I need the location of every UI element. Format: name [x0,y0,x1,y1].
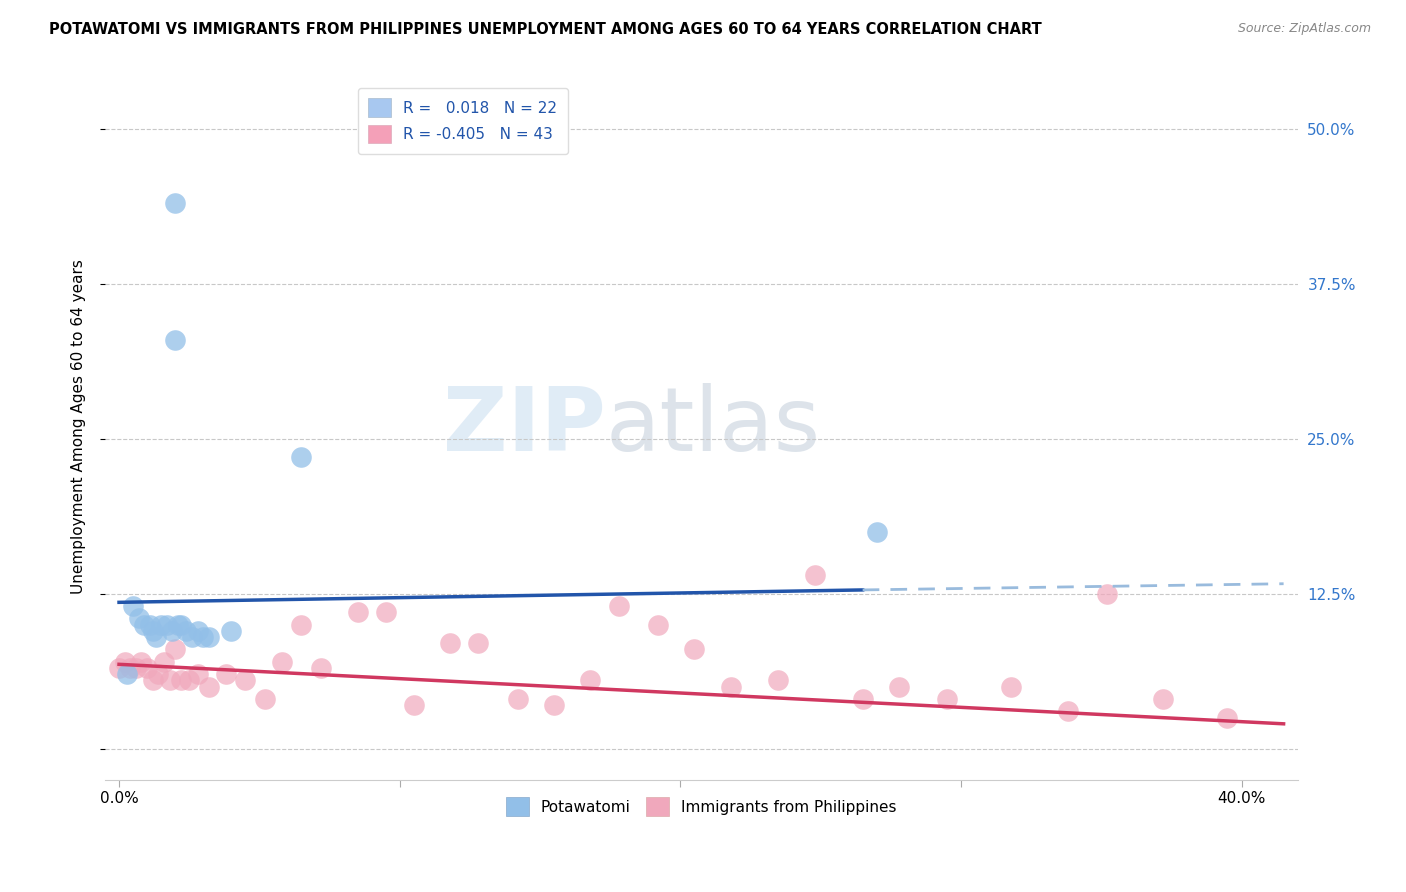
Point [467,636,489,650]
Point [543,698,565,713]
Y-axis label: Unemployment Among Ages 60 to 64 years: Unemployment Among Ages 60 to 64 years [72,259,86,594]
Point [1056,705,1078,719]
Point [108,661,131,675]
Point [165,196,187,211]
Point [290,450,312,465]
Point [198,630,221,644]
Point [214,667,236,681]
Point [309,661,332,675]
Point [136,661,159,675]
Point [170,617,193,632]
Point [1095,587,1118,601]
Point [804,568,827,582]
Point [139,617,162,632]
Point [131,655,153,669]
Point [179,673,201,688]
Point [165,333,187,347]
Point [176,624,198,638]
Point [142,673,165,688]
Point [866,524,889,539]
Point [1216,711,1239,725]
Text: POTAWATOMI VS IMMIGRANTS FROM PHILIPPINES UNEMPLOYMENT AMONG AGES 60 TO 64 YEARS: POTAWATOMI VS IMMIGRANTS FROM PHILIPPINE… [49,22,1042,37]
Point [1000,680,1022,694]
Point [768,673,790,688]
Point [506,692,529,706]
Point [145,630,167,644]
Text: atlas: atlas [606,383,821,470]
Point [290,617,312,632]
Point [889,680,911,694]
Legend: Potawatomi, Immigrants from Philippines: Potawatomi, Immigrants from Philippines [496,788,905,825]
Point [153,655,176,669]
Text: ZIP: ZIP [443,383,606,470]
Point [193,630,215,644]
Point [134,617,156,632]
Point [439,636,461,650]
Point [120,661,142,675]
Point [233,673,256,688]
Point [187,624,209,638]
Point [128,611,150,625]
Point [198,680,221,694]
Point [683,642,706,657]
Point [270,655,292,669]
Point [122,599,145,613]
Point [253,692,276,706]
Point [402,698,425,713]
Point [181,630,204,644]
Point [579,673,602,688]
Point [170,673,193,688]
Point [374,605,396,619]
Point [125,661,148,675]
Point [156,617,179,632]
Point [159,673,181,688]
Point [148,667,170,681]
Point [1152,692,1174,706]
Point [346,605,368,619]
Point [647,617,669,632]
Point [720,680,742,694]
Point [607,599,630,613]
Point [114,655,136,669]
Point [219,624,242,638]
Point [187,667,209,681]
Text: Source: ZipAtlas.com: Source: ZipAtlas.com [1237,22,1371,36]
Point [150,617,173,632]
Point [142,624,165,638]
Point [935,692,957,706]
Point [162,624,184,638]
Point [167,617,190,632]
Point [852,692,875,706]
Point [165,642,187,657]
Point [117,667,139,681]
